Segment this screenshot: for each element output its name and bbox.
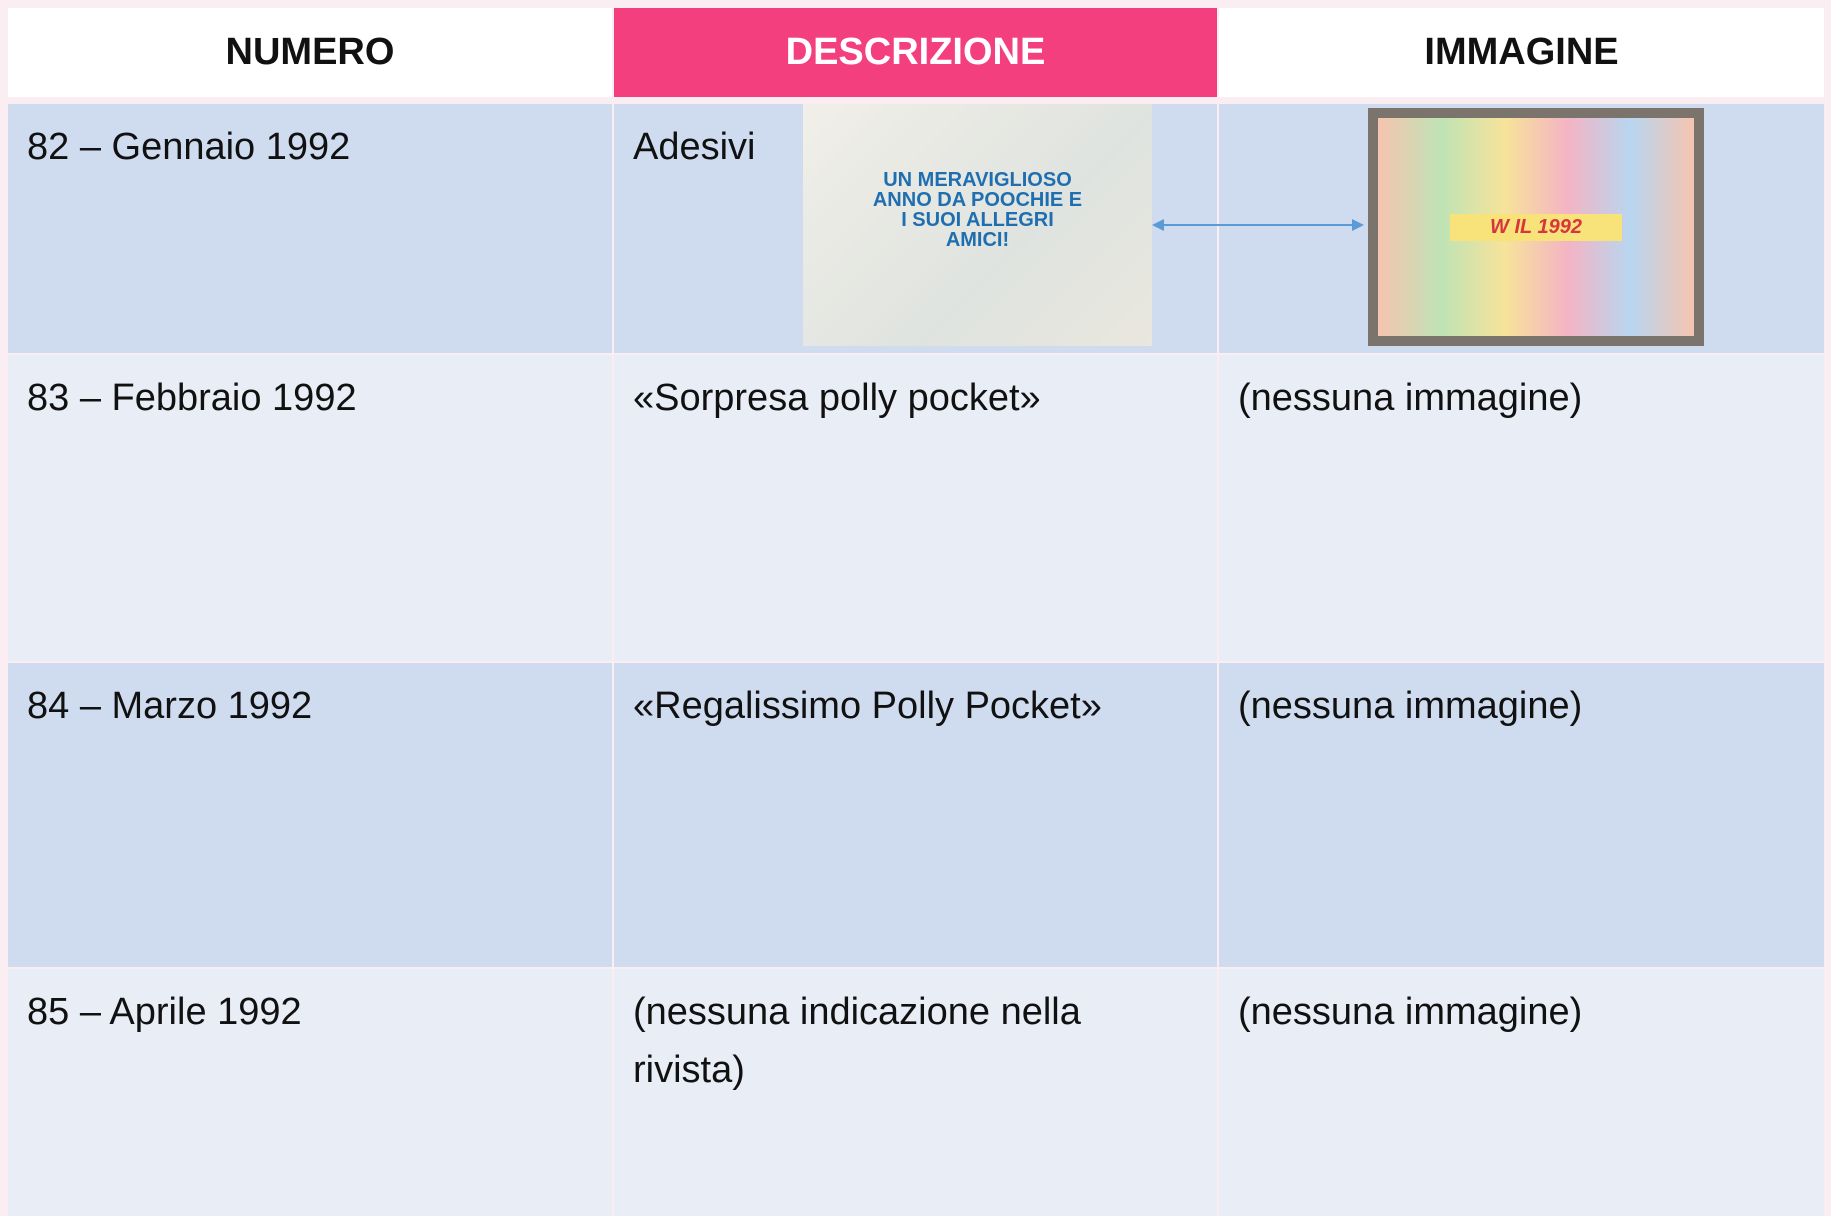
cell: (nessuna immagine) [1219, 663, 1824, 967]
header-cell: IMMAGINE [1219, 8, 1824, 97]
cell: «Regalissimo Polly Pocket» [614, 663, 1217, 967]
arrow [1152, 219, 1364, 231]
envelope-photo: UN MERAVIGLIOSO ANNO DA POOCHIE E I SUOI… [803, 104, 1152, 346]
cell: (nessuna immagine) [1219, 355, 1824, 661]
photo-text: UN MERAVIGLIOSO ANNO DA POOCHIE E I SUOI… [872, 169, 1083, 251]
cell: (nessuna indicazione nella rivista) [614, 969, 1217, 1216]
sticker-photo: W IL 1992 [1368, 108, 1704, 346]
cell: 82 – Gennaio 1992 [8, 104, 612, 353]
cell: 84 – Marzo 1992 [8, 663, 612, 967]
header-cell: DESCRIZIONE [614, 8, 1217, 97]
cell: 83 – Febbraio 1992 [8, 355, 612, 661]
header-cell: NUMERO [8, 8, 612, 97]
cell: «Sorpresa polly pocket» [614, 355, 1217, 661]
cell: 85 – Aprile 1992 [8, 969, 612, 1216]
cell: (nessuna immagine) [1219, 969, 1824, 1216]
photo-text: W IL 1992 [1450, 213, 1622, 241]
